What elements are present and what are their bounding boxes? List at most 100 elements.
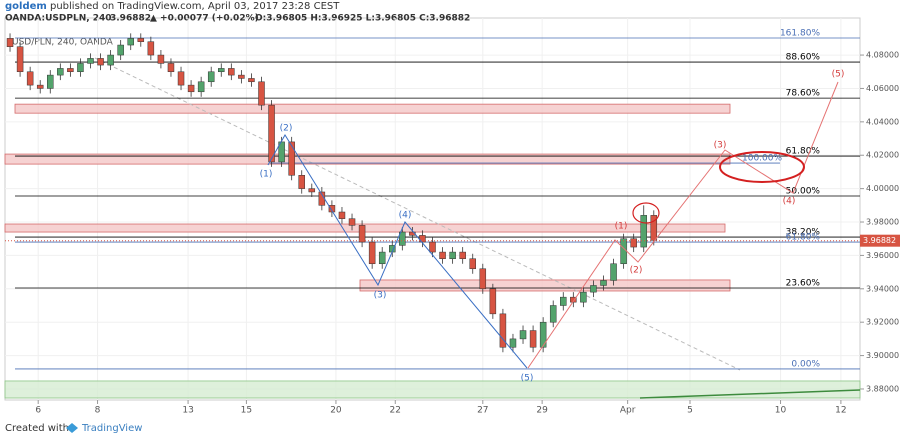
fib-label: 61.80%: [786, 233, 821, 243]
candle-body: [378, 251, 386, 265]
x-tick-label: 12: [835, 406, 846, 416]
price: 3.96882: [110, 14, 151, 24]
candle-body: [348, 218, 356, 226]
candle-body: [288, 141, 295, 176]
candle-body: [147, 41, 155, 56]
candle-body: [207, 71, 215, 83]
y-tick-label: 4.02000: [866, 151, 899, 160]
candle-body: [268, 104, 275, 163]
footer-created: Created with: [5, 423, 69, 434]
candle-body: [620, 238, 627, 265]
candle-body: [47, 74, 54, 89]
price-tag: [860, 234, 900, 247]
x-tick-label: 20: [330, 406, 342, 416]
trend-line: [639, 389, 861, 399]
candle-body: [429, 241, 436, 253]
wave-label: (1): [615, 222, 628, 232]
fib-label: 23.60%: [786, 278, 821, 288]
candle-body: [238, 74, 245, 79]
zone: [4, 380, 861, 399]
candle-body: [197, 81, 205, 93]
candle-body: [77, 63, 84, 73]
published: published on TradingView.com, April 03, …: [50, 1, 340, 12]
candle-body: [630, 238, 637, 248]
zone: [359, 279, 731, 292]
candle-body: [328, 205, 336, 213]
plot-frame: [4, 17, 861, 401]
candle-body: [218, 68, 225, 73]
candle-body: [469, 258, 476, 270]
y-tick-label: 4.08000: [866, 51, 899, 60]
candle-body: [87, 58, 94, 64]
candle-body: [459, 251, 466, 260]
fib-label: 0.00%: [791, 359, 820, 369]
ohlc: O:3.96805 H:3.96925 L:3.96805 C:3.96882: [255, 14, 470, 24]
wave-label: (4): [783, 197, 796, 207]
wave-label: (5): [832, 70, 845, 80]
candle-body: [97, 58, 104, 66]
candle-body: [26, 71, 34, 86]
candle-body: [368, 241, 376, 265]
fib-label: 161.80%: [780, 29, 820, 39]
y-tick-label: 3.90000: [866, 351, 899, 360]
candle-body: [560, 296, 567, 306]
x-tick-label: 13: [182, 406, 193, 416]
wave-label: (4): [399, 211, 412, 221]
candle-body: [580, 291, 587, 303]
candle-body: [489, 288, 497, 315]
x-tick-label: 5: [687, 406, 693, 416]
candle-body: [298, 175, 305, 189]
candle-body: [590, 285, 597, 293]
fib-label: 88.60%: [786, 53, 821, 63]
x-tick-label: 22: [390, 406, 401, 416]
change: ▲ +0.00077 (+0.02%): [150, 14, 259, 24]
fib-label: 38.20%: [786, 228, 821, 238]
x-tick-label: Apr: [620, 406, 636, 416]
candle-body: [479, 268, 487, 290]
candle-body: [338, 211, 346, 219]
candle-body: [107, 54, 114, 66]
candle-body: [439, 251, 446, 260]
x-tick-label: 10: [775, 406, 787, 416]
wave-label: (3): [714, 141, 727, 151]
y-tick-label: 3.94000: [866, 284, 899, 293]
candle-body: [519, 330, 527, 340]
candle-body: [610, 263, 617, 281]
candle-body: [187, 84, 195, 93]
symbol: OANDA:USDPLN, 240: [5, 14, 112, 24]
fib-label: 78.60%: [786, 89, 821, 99]
fib-label: 61.80%: [786, 147, 821, 157]
x-tick-label: 6: [35, 406, 41, 416]
candle-body: [6, 38, 14, 47]
x-tick-label: 27: [477, 406, 488, 416]
wave-path: [267, 134, 528, 369]
candle-body: [16, 46, 24, 73]
y-tick-label: 4.06000: [866, 84, 899, 93]
projection-path: [527, 81, 839, 369]
candle-body: [258, 81, 265, 106]
y-tick-label: 3.92000: [866, 318, 899, 327]
candle-body: [57, 68, 64, 76]
fib-label: 100.00%: [742, 154, 782, 164]
candle-body: [157, 54, 165, 64]
candle-body: [358, 225, 366, 243]
candle-body: [308, 188, 316, 193]
candle-body: [167, 63, 175, 73]
x-tick-label: 29: [536, 406, 548, 416]
candle-body: [549, 305, 557, 323]
candle-body: [600, 280, 607, 286]
candle-body: [449, 251, 456, 260]
author: goldem: [5, 1, 47, 12]
candle-body: [228, 68, 235, 76]
wave-label: (2): [280, 124, 293, 134]
y-tick-label: 3.98000: [866, 218, 899, 227]
candle-body: [539, 321, 547, 348]
candle-body: [117, 44, 124, 56]
footer-brand: TradingView: [81, 423, 142, 434]
candle-body: [177, 71, 185, 86]
y-tick-label: 4.04000: [866, 117, 899, 126]
candle-body: [137, 38, 145, 42]
candle-body: [36, 84, 44, 89]
candle-body: [127, 38, 134, 46]
